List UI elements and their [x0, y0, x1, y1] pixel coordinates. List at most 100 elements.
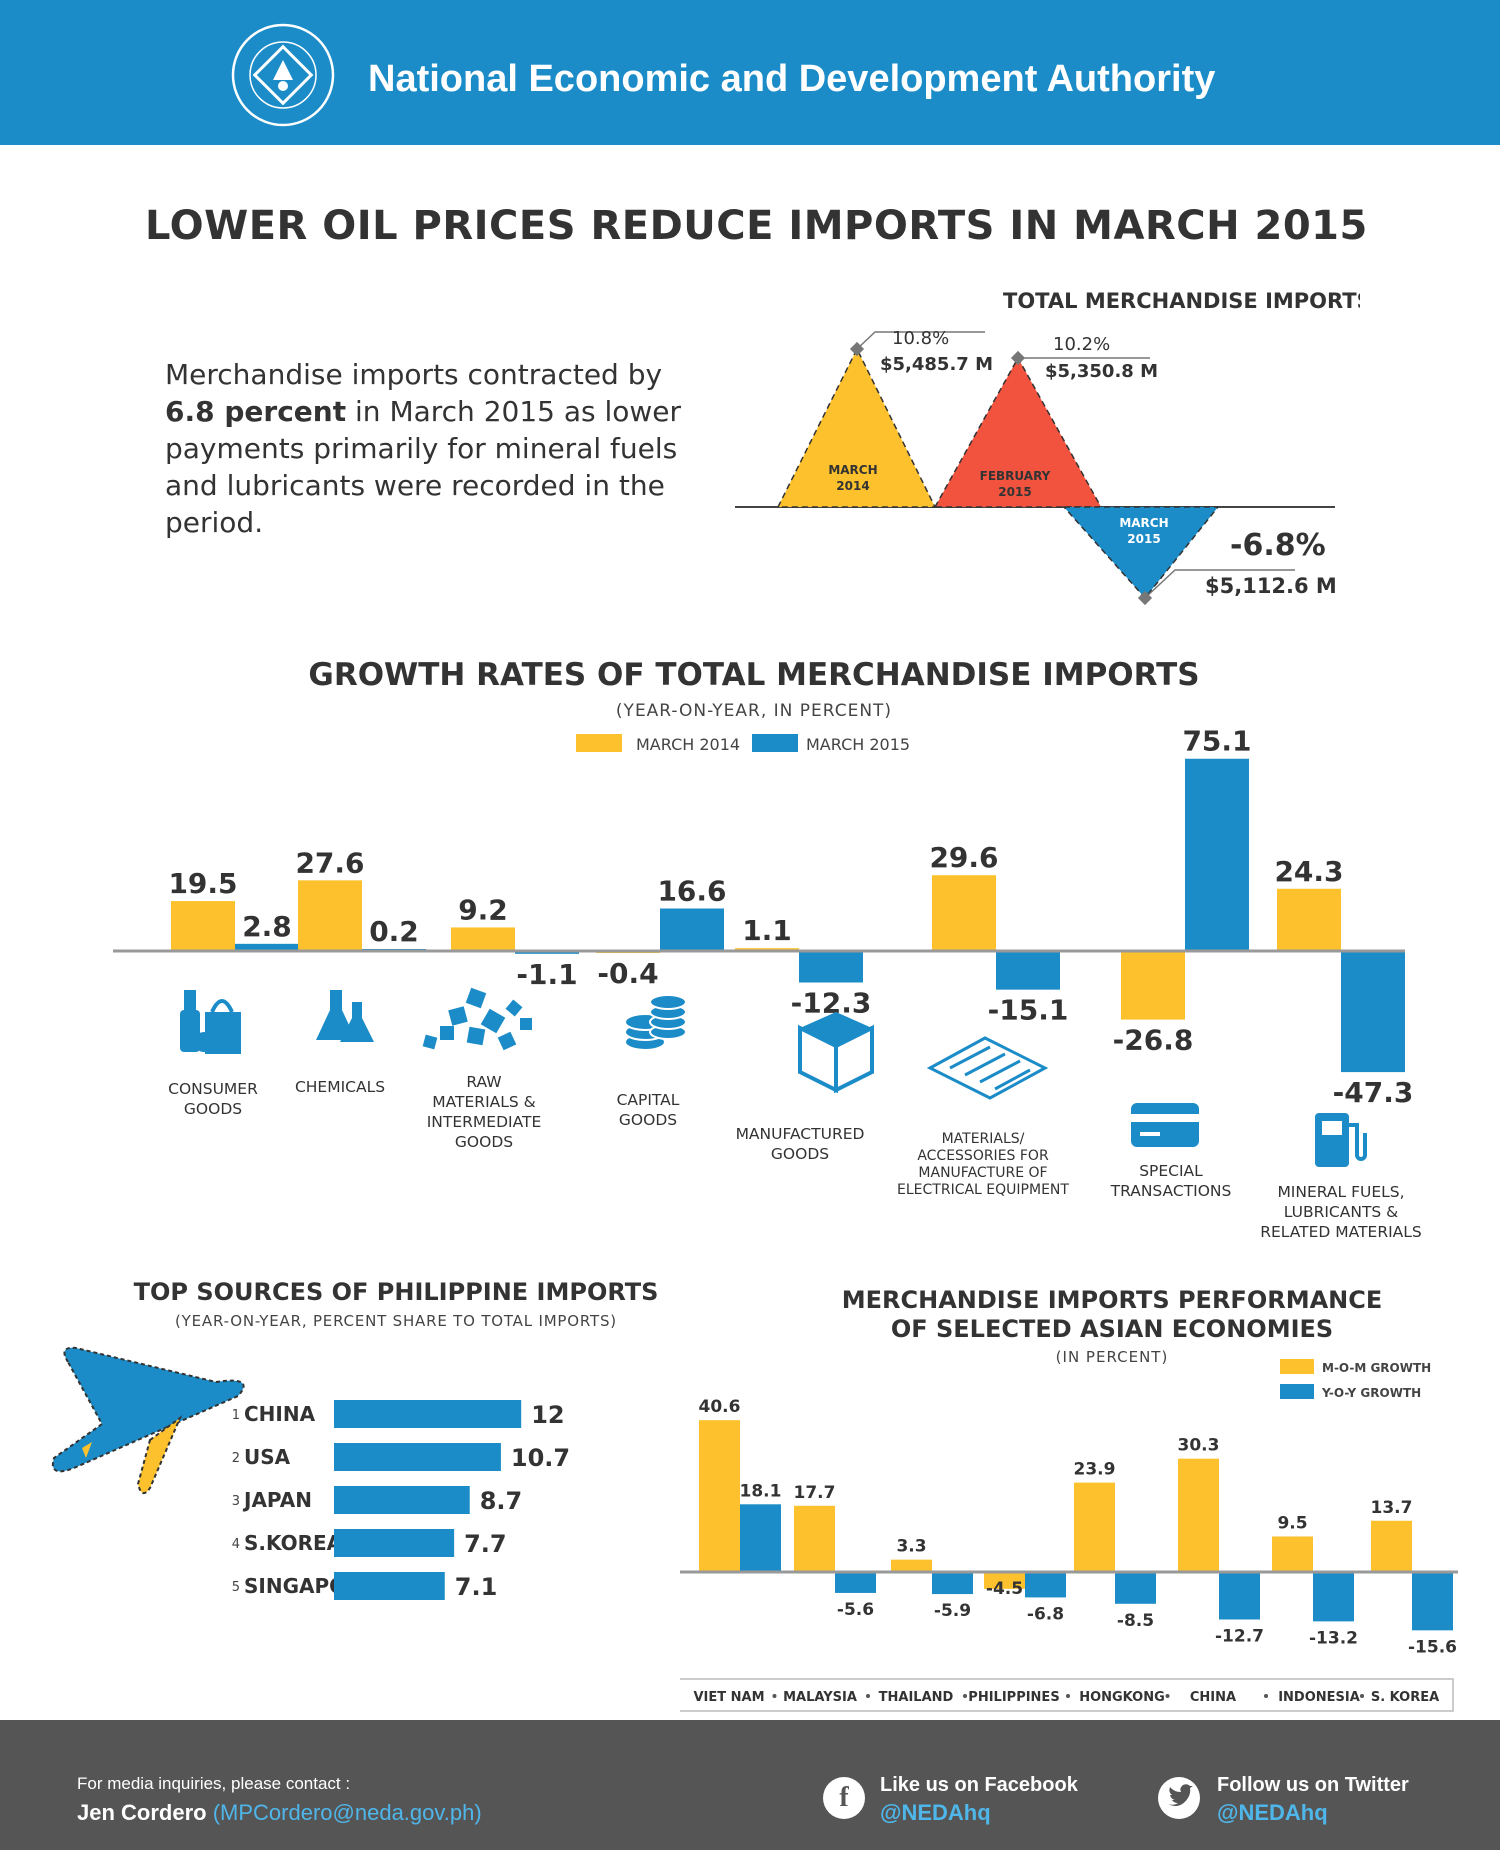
value-label-materials-accessories-for-manufacture-of-electrical-equipment-march-2015: -15.1	[988, 994, 1069, 1027]
category-label-mineral-3: RELATED MATERIALS	[1260, 1223, 1422, 1241]
category-label-consumer-2: GOODS	[184, 1100, 242, 1118]
asian-category-separator	[1360, 1694, 1364, 1698]
label-february-2015-top: FEBRUARY	[980, 469, 1051, 483]
value-label-special-transactions-march-2014: -26.8	[1113, 1024, 1194, 1057]
fuel-pump-icon	[1315, 1113, 1367, 1167]
asian-value-philippines-y-o-y-growth: -6.8	[1027, 1604, 1064, 1624]
category-label-raw-4: GOODS	[455, 1133, 513, 1151]
value-label-manufactured-goods-march-2015: -12.3	[791, 986, 872, 1019]
value-march-2015: $5,112.6 M	[1205, 574, 1337, 598]
bar-mineral-fuels-lubricants-related-materials-march-2014	[1277, 888, 1341, 951]
page-title: LOWER OIL PRICES REDUCE IMPORTS IN MARCH…	[145, 203, 1368, 249]
legend-swatch-march-2015	[752, 734, 798, 752]
legend-yoy: Y-O-Y GROWTH	[1321, 1386, 1421, 1400]
twitter-icon[interactable]	[1158, 1777, 1200, 1819]
source-label-japan: JAPAN	[242, 1488, 312, 1512]
legend-swatch-mom	[1280, 1359, 1314, 1374]
category-label-capital-1: CAPITAL	[617, 1091, 680, 1109]
source-rank-s-korea: 4	[232, 1537, 240, 1552]
triangle-february-2015	[933, 356, 1103, 508]
bar-mineral-fuels-lubricants-related-materials-march-2015	[1341, 951, 1405, 1073]
asian-bar-thailand-m-o-m-growth	[891, 1559, 932, 1572]
twitter-handle[interactable]: @NEDAhq	[1217, 1800, 1328, 1825]
asian-bar-hongkong-m-o-m-growth	[1074, 1482, 1115, 1572]
asian-bar-indonesia-y-o-y-growth	[1313, 1572, 1354, 1622]
asian-value-china-y-o-y-growth: -12.7	[1215, 1626, 1264, 1646]
asian-subtitle: (IN PERCENT)	[1056, 1348, 1169, 1366]
asian-bar-china-y-o-y-growth	[1219, 1572, 1260, 1620]
facebook-handle[interactable]: @NEDAhq	[880, 1800, 991, 1825]
footer: For media inquiries, please contact : Je…	[0, 1720, 1500, 1850]
source-bar-s-korea	[334, 1529, 455, 1557]
contact-label: For media inquiries, please contact :	[77, 1774, 351, 1793]
bar-materials-accessories-for-manufacture-of-electrical-equipment-march-2015	[996, 951, 1060, 990]
intro-paragraph: Merchandise imports contracted by 6.8 pe…	[165, 356, 705, 541]
asian-category-china: CHINA	[1190, 1690, 1236, 1705]
category-label-raw-2: MATERIALS &	[432, 1093, 535, 1111]
legend-mom: M-O-M GROWTH	[1322, 1361, 1431, 1375]
asian-title-line-1: MERCHANDISE IMPORTS PERFORMANCE	[842, 1286, 1383, 1314]
asian-bar-hongkong-y-o-y-growth	[1115, 1572, 1156, 1604]
asian-value-s-korea-m-o-m-growth: 13.7	[1371, 1498, 1413, 1518]
value-label-capital-goods-march-2014: -0.4	[597, 957, 658, 990]
bar-materials-accessories-for-manufacture-of-electrical-equipment-march-2014	[932, 875, 996, 951]
asian-bar-china-m-o-m-growth	[1178, 1458, 1219, 1572]
asian-value-china-m-o-m-growth: 30.3	[1178, 1436, 1220, 1456]
source-rank-japan: 3	[232, 1494, 240, 1509]
facebook-label: Like us on Facebook	[880, 1774, 1078, 1796]
credit-card-icon	[1131, 1103, 1199, 1147]
label-march-2014-bottom: 2014	[836, 479, 869, 493]
category-label-special-2: TRANSACTIONS	[1110, 1182, 1232, 1200]
asian-bar-thailand-y-o-y-growth	[932, 1572, 973, 1595]
sources-title: TOP SOURCES OF PHILIPPINE IMPORTS	[134, 1278, 659, 1306]
source-bar-singapore	[334, 1572, 445, 1600]
asian-bar-s-korea-m-o-m-growth	[1371, 1520, 1412, 1572]
asian-category-indonesia: INDONESIA	[1278, 1690, 1360, 1705]
asian-value-viet-nam-y-o-y-growth: 18.1	[740, 1481, 782, 1501]
consumer-goods-icon	[180, 990, 241, 1054]
value-label-chemicals-march-2014: 27.6	[295, 846, 364, 879]
value-label-consumer-goods-march-2015: 2.8	[242, 910, 292, 943]
source-value-s-korea: 7.7	[464, 1530, 507, 1558]
legend-swatch-march-2014	[576, 734, 622, 752]
asian-category-separator	[1165, 1694, 1170, 1698]
category-label-electrical-1: MATERIALS/	[942, 1131, 1025, 1147]
asian-category-s-korea: S. KOREA	[1371, 1690, 1439, 1705]
asian-value-hongkong-y-o-y-growth: -8.5	[1117, 1611, 1154, 1631]
asian-value-hongkong-m-o-m-growth: 23.9	[1074, 1460, 1116, 1480]
asian-category-separator	[1264, 1694, 1268, 1698]
category-label-mineral-1: MINERAL FUELS,	[1277, 1183, 1404, 1201]
asian-category-malaysia: MALAYSIA	[783, 1690, 857, 1705]
value-label-capital-goods-march-2015: 16.6	[657, 875, 726, 908]
source-bar-japan	[334, 1486, 470, 1514]
growth-march-2014: 10.8%	[892, 328, 949, 349]
value-label-materials-accessories-for-manufacture-of-electrical-equipment-march-2014: 29.6	[929, 841, 998, 874]
electrical-materials-icon	[926, 1036, 1049, 1100]
asian-bar-indonesia-m-o-m-growth	[1272, 1536, 1313, 1572]
source-label-usa: USA	[244, 1445, 291, 1469]
source-rank-china: 1	[232, 1408, 240, 1423]
asian-value-indonesia-m-o-m-growth: 9.5	[1277, 1513, 1307, 1533]
bar-special-transactions-march-2015	[1185, 758, 1249, 951]
asian-category-labels: VIET NAM MALAYSIA THAILAND PHILIPPINES HONGK…	[693, 1690, 1439, 1705]
legend-march-2015: MARCH 2015	[806, 735, 910, 754]
category-label-electrical-3: MANUFACTURE OF	[918, 1165, 1047, 1181]
facebook-icon[interactable]: f	[823, 1777, 865, 1819]
value-label-chemicals-march-2015: 0.2	[369, 915, 419, 948]
value-label-manufactured-goods-march-2014: 1.1	[742, 914, 792, 947]
category-label-capital-2: GOODS	[619, 1111, 677, 1129]
source-rank-usa: 2	[232, 1451, 240, 1466]
legend-swatch-yoy	[1280, 1384, 1314, 1399]
intro-before: Merchandise imports contracted by	[165, 358, 663, 391]
asian-bar-philippines-m-o-m-growth	[984, 1572, 1025, 1589]
asian-category-separator	[963, 1694, 967, 1698]
asian-category-separator	[866, 1694, 870, 1698]
total-imports-chart: TOTAL MERCHANDISE IMPORTS 10.8% $5,485.7…	[735, 289, 1360, 606]
value-label-special-transactions-march-2015: 75.1	[1182, 725, 1251, 758]
bar-raw-materials-intermediate-goods-march-2014	[451, 927, 515, 951]
source-value-singapore: 7.1	[455, 1573, 498, 1601]
asian-bars: 40.6 18.1 17.7 -5.6 3.3 -5.9 -4.5-6.8 23.9 -8.5 3…	[699, 1397, 1457, 1657]
category-label-electrical-4: ELECTRICAL EQUIPMENT	[897, 1182, 1069, 1198]
value-label-raw-materials-intermediate-goods-march-2015: -1.1	[516, 958, 577, 991]
contact-email[interactable]: (MPCordero@neda.gov.ph)	[212, 1800, 482, 1825]
